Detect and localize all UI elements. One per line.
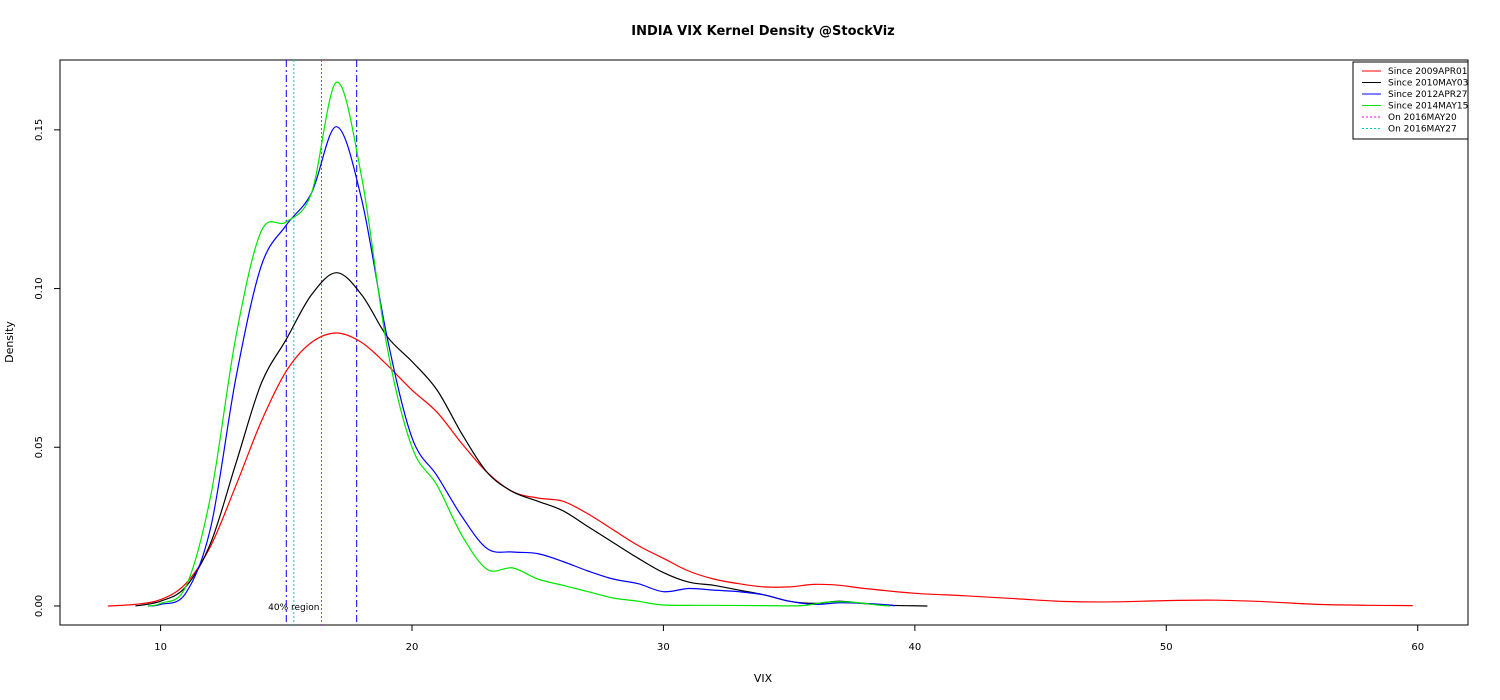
y-axis-label: Density bbox=[3, 321, 16, 363]
legend-box bbox=[1352, 61, 1469, 140]
x-axis: 10 20 30 40 50 60 bbox=[154, 625, 1424, 653]
x-tick-label: 40 bbox=[908, 642, 921, 653]
series-line-since-2014may15 bbox=[147, 81, 890, 607]
y-tick-label: 0.15 bbox=[34, 119, 45, 141]
legend-label: Since 2009APR01 bbox=[1388, 67, 1467, 77]
x-tick-label: 10 bbox=[154, 642, 167, 653]
plot-frame bbox=[59, 59, 1469, 626]
legend-label: On 2016MAY20 bbox=[1388, 113, 1457, 123]
annotations: 40% region bbox=[268, 603, 319, 613]
y-tick-label: 0.00 bbox=[34, 595, 45, 617]
legend-label: On 2016MAY27 bbox=[1388, 125, 1457, 135]
x-tick-label: 50 bbox=[1160, 642, 1173, 653]
legend-label: Since 2014MAY15 bbox=[1388, 102, 1468, 112]
y-axis: 0.00 0.05 0.10 0.15 bbox=[34, 119, 60, 617]
x-tick-label: 20 bbox=[406, 642, 419, 653]
series-line-since-2009apr01 bbox=[107, 332, 1413, 607]
chart-title: INDIA VIX Kernel Density @StockViz bbox=[631, 24, 895, 39]
x-tick-label: 60 bbox=[1411, 642, 1424, 653]
x-tick-label: 30 bbox=[657, 642, 670, 653]
legend-label: Since 2010MAY03 bbox=[1388, 79, 1468, 89]
density-series bbox=[107, 81, 1413, 607]
series-line-since-2012apr27 bbox=[147, 126, 895, 607]
y-tick-label: 0.05 bbox=[34, 436, 45, 458]
region-annotation: 40% region bbox=[268, 603, 319, 613]
vertical-reference-lines bbox=[285, 60, 358, 625]
y-tick-label: 0.10 bbox=[34, 277, 45, 299]
legend-label: Since 2012APR27 bbox=[1388, 90, 1467, 100]
x-axis-label: VIX bbox=[754, 672, 773, 685]
